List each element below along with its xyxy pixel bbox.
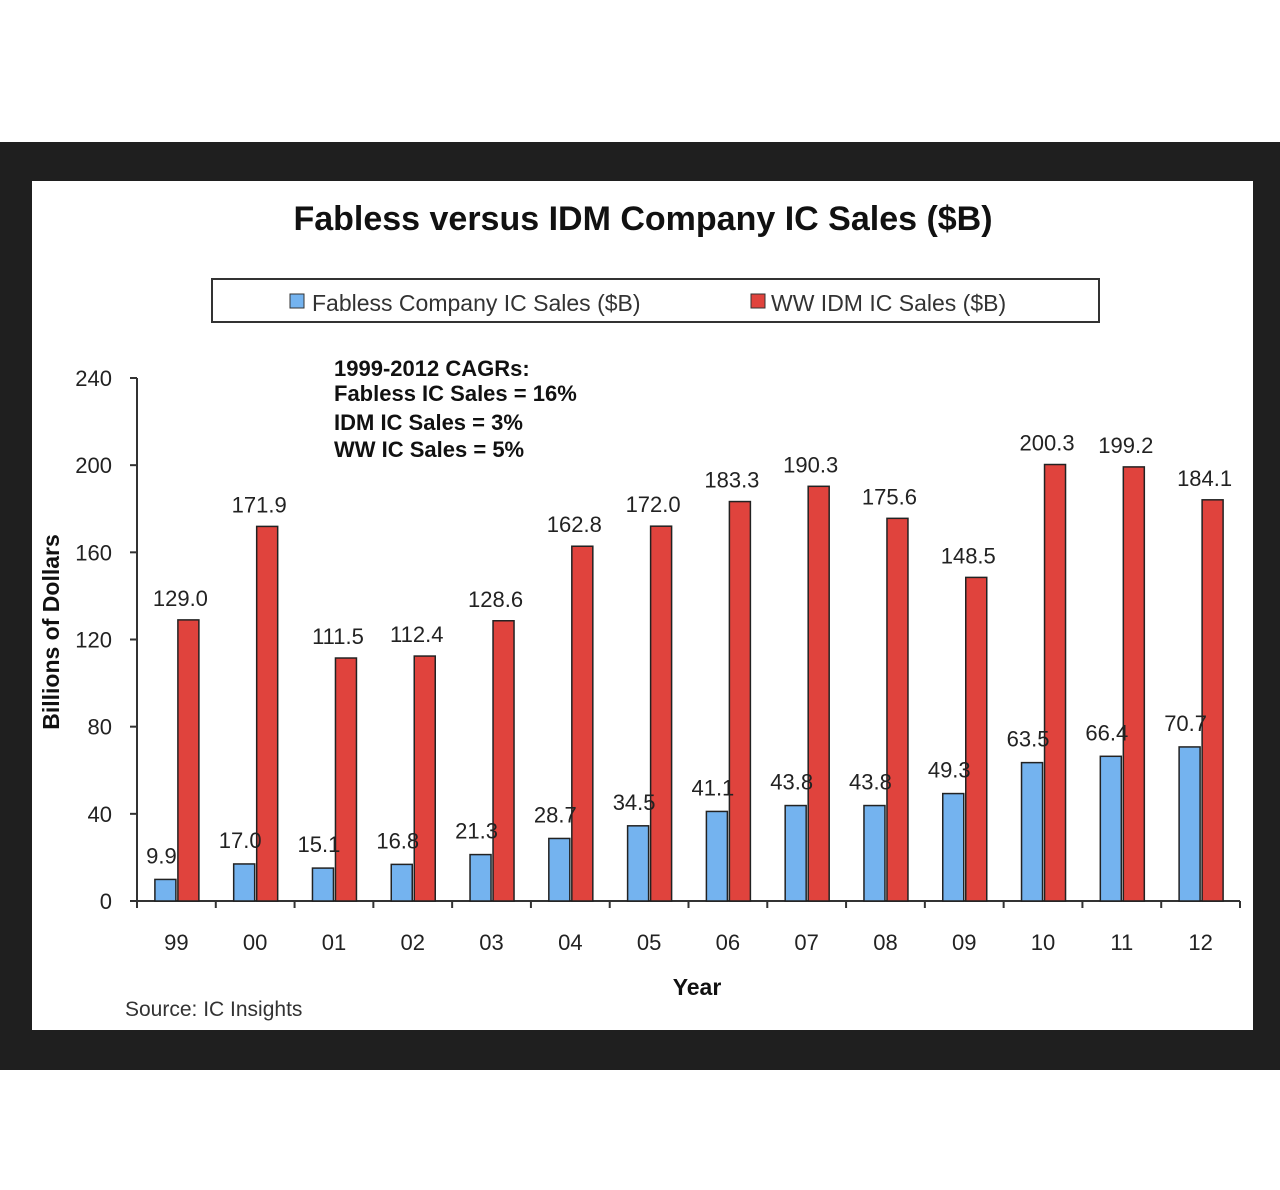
bar-fabless — [942, 792, 965, 902]
x-axis-title: Year — [673, 974, 722, 1000]
data-label-idm: 111.5 — [312, 624, 364, 649]
x-tick-label: 05 — [637, 930, 661, 955]
y-tick-label: 160 — [75, 540, 112, 565]
data-label-fabless: 16.8 — [376, 828, 419, 853]
bar-fabless — [311, 867, 335, 902]
bar-fabless — [705, 810, 729, 902]
bar-idm — [334, 657, 358, 902]
bar-fabless — [548, 837, 571, 902]
bar-fabless — [232, 863, 256, 902]
data-label-fabless: 41.1 — [691, 775, 734, 800]
data-label-idm: 172.0 — [626, 492, 681, 517]
chart-title: Fabless versus IDM Company IC Sales ($B) — [293, 200, 992, 238]
data-label-fabless: 49.3 — [928, 758, 971, 783]
data-label-fabless: 43.8 — [770, 770, 813, 795]
data-labels: 9.9 17.0 15.1 16.8 21.3 28.7 34.5 41.1 43.8 43.8 4… — [146, 431, 1232, 869]
data-label-idm: 200.3 — [1020, 431, 1075, 456]
data-label-fabless: 66.4 — [1085, 720, 1128, 745]
bar-idm — [492, 620, 515, 902]
data-label-idm: 175.6 — [862, 484, 917, 509]
bar-idm — [255, 525, 279, 902]
bar-idm — [886, 517, 909, 902]
x-tick-label: 09 — [952, 930, 976, 955]
x-tick-label: 12 — [1188, 930, 1212, 955]
bar-fabless — [154, 878, 177, 902]
data-label-idm: 183.3 — [704, 468, 759, 493]
cagr-note-line-1: 1999-2012 CAGRs: — [334, 356, 530, 381]
bar-idm — [1043, 463, 1067, 902]
bar-fabless — [626, 825, 650, 902]
data-label-fabless: 17.0 — [219, 828, 262, 853]
data-label-idm: 148.5 — [941, 543, 996, 568]
x-tick-label: 06 — [716, 930, 740, 955]
data-label-idm: 129.0 — [153, 586, 208, 611]
y-axis-title: Billions of Dollars — [38, 534, 64, 730]
x-tick-label: 99 — [164, 930, 188, 955]
x-tick-label: 11 — [1110, 930, 1133, 955]
cagr-note: 1999-2012 CAGRs: Fabless IC Sales = 16% … — [334, 356, 577, 462]
bar-idm — [1201, 499, 1224, 902]
y-tick-label: 0 — [100, 889, 112, 914]
data-label-fabless: 70.7 — [1164, 711, 1207, 736]
legend-label-idm: WW IDM IC Sales ($B) — [771, 290, 1006, 316]
data-label-fabless: 63.5 — [1007, 727, 1050, 752]
x-tick-label: 02 — [401, 930, 425, 955]
data-label-idm: 112.4 — [390, 622, 443, 647]
x-tick-label: 08 — [873, 930, 897, 955]
cagr-note-line-3: IDM IC Sales = 3% — [334, 410, 523, 435]
data-label-fabless: 28.7 — [534, 802, 577, 827]
legend-swatch-fabless — [289, 293, 305, 309]
y-tick-label: 200 — [75, 453, 112, 478]
x-tick-label: 03 — [479, 930, 503, 955]
x-axis: 99 00 01 02 03 04 05 06 07 08 09 10 11 12 — [136, 900, 1241, 955]
x-tick-label: 07 — [794, 930, 818, 955]
bar-idm — [571, 545, 594, 902]
x-tick-label: 01 — [322, 930, 346, 955]
data-label-fabless: 15.1 — [298, 832, 341, 857]
data-label-idm: 184.1 — [1177, 466, 1232, 491]
y-axis: 0 40 80 120 160 200 240 — [75, 366, 138, 914]
bar-fabless — [1099, 755, 1123, 902]
legend: Fabless Company IC Sales ($B) WW IDM IC … — [211, 278, 1100, 323]
bar-idm — [413, 655, 436, 902]
data-label-idm: 128.6 — [468, 587, 523, 612]
bar-idm — [807, 485, 830, 902]
cagr-note-line-4: WW IC Sales = 5% — [334, 437, 524, 462]
y-tick-label: 80 — [88, 715, 112, 740]
data-label-fabless: 9.9 — [146, 843, 177, 868]
x-tick-label: 04 — [558, 930, 582, 955]
data-label-idm: 171.9 — [232, 492, 287, 517]
data-label-idm: 199.2 — [1098, 433, 1153, 458]
data-label-fabless: 34.5 — [613, 790, 656, 815]
bar-idm — [177, 619, 200, 902]
bar-fabless — [1020, 761, 1044, 902]
source-note: Source: IC Insights — [125, 998, 302, 1021]
y-tick-label: 120 — [75, 628, 112, 653]
bar-idm — [649, 525, 673, 902]
bar-fabless — [390, 863, 413, 902]
bars — [154, 463, 1224, 902]
legend-label-fabless: Fabless Company IC Sales ($B) — [312, 290, 641, 316]
bar-idm — [1122, 466, 1146, 902]
data-label-idm: 190.3 — [783, 452, 838, 477]
bar-fabless — [784, 804, 807, 902]
bar-fabless — [863, 804, 886, 902]
x-tick-label: 10 — [1031, 930, 1055, 955]
legend-swatch-idm — [750, 293, 766, 309]
bar-fabless — [1178, 746, 1201, 902]
x-tick-label: 00 — [243, 930, 267, 955]
data-label-fabless: 43.8 — [849, 770, 892, 795]
data-label-idm: 162.8 — [547, 512, 602, 537]
data-label-fabless: 21.3 — [455, 819, 498, 844]
bar-idm — [965, 576, 988, 902]
bar-fabless — [469, 853, 492, 902]
y-tick-label: 40 — [88, 802, 112, 827]
bar-idm — [728, 500, 752, 902]
legend-box — [211, 278, 1100, 323]
cagr-note-line-2: Fabless IC Sales = 16% — [334, 381, 577, 406]
y-tick-label: 240 — [75, 366, 112, 391]
